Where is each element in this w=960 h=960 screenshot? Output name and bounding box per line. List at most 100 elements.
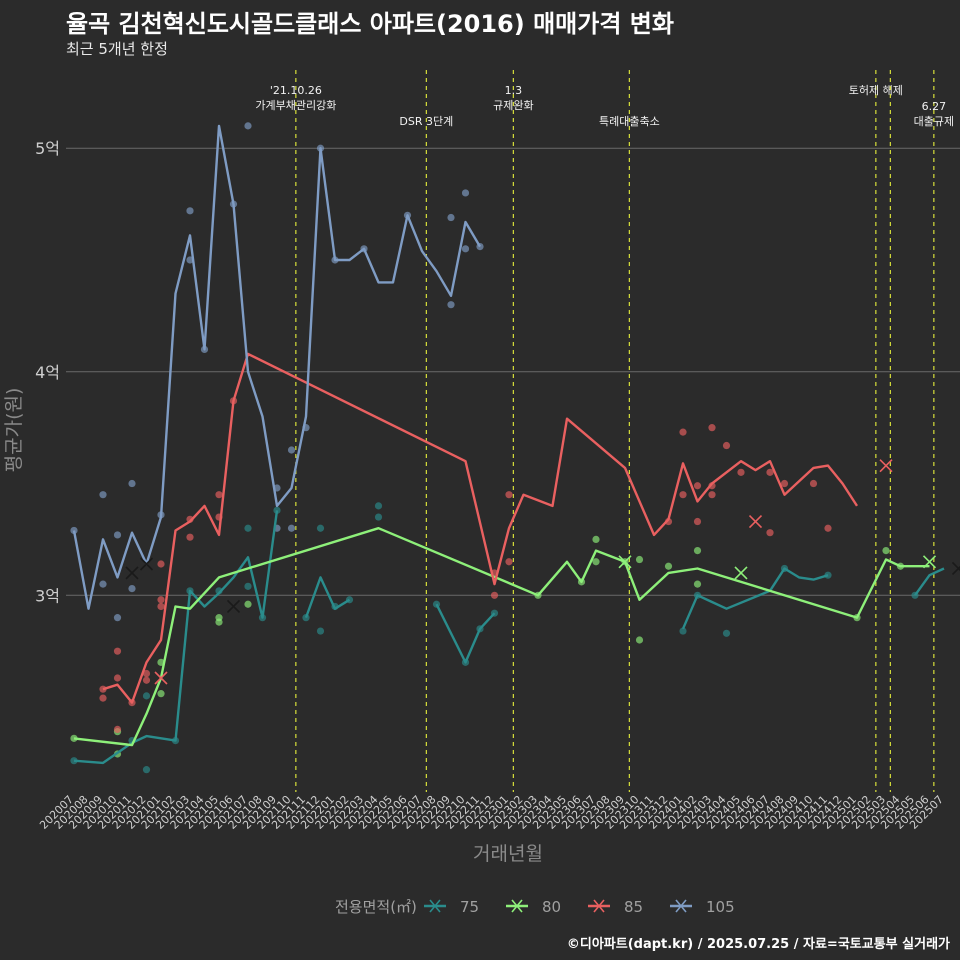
point-105 <box>461 245 470 253</box>
point-75 <box>142 692 151 700</box>
legend-title: 전용면적(㎡) <box>335 898 417 916</box>
point-85 <box>679 428 687 436</box>
median-marker-85 <box>154 671 168 685</box>
event-label: 대출규제 <box>914 115 954 128</box>
median-marker-85 <box>879 459 893 473</box>
point-85 <box>722 441 731 450</box>
point-80 <box>215 614 223 622</box>
point-75 <box>142 766 151 774</box>
event-label: 규제완화 <box>493 99 533 112</box>
point-80 <box>693 546 702 555</box>
legend-label-80: 80 <box>542 898 561 916</box>
event-label: 가계부채관리강화 <box>255 99 336 112</box>
point-105 <box>447 213 455 222</box>
point-85 <box>708 491 716 499</box>
point-80 <box>882 546 890 555</box>
series-line-105 <box>72 124 482 610</box>
legend-label-105: 105 <box>706 898 735 916</box>
point-75 <box>316 524 325 532</box>
point-85 <box>142 669 151 678</box>
series-line-75 <box>681 567 829 630</box>
point-85 <box>737 468 745 476</box>
point-85 <box>766 529 774 537</box>
median-markers <box>125 459 960 685</box>
point-105 <box>128 584 136 593</box>
series-line-75 <box>435 603 496 664</box>
point-80 <box>157 690 165 698</box>
point-75 <box>679 627 687 635</box>
point-80 <box>592 558 600 566</box>
point-85 <box>215 491 223 499</box>
series-lines <box>72 124 945 765</box>
point-85 <box>505 491 513 499</box>
point-105 <box>99 580 107 588</box>
y-tick-label: 5억 <box>35 139 60 158</box>
point-85 <box>824 524 832 532</box>
legend-swatch-x-105 <box>675 899 687 913</box>
point-80 <box>664 562 673 570</box>
point-85 <box>186 533 194 541</box>
point-85 <box>113 674 122 682</box>
series-line-80 <box>73 527 930 747</box>
y-axis-title: 평균가(원) <box>3 388 25 473</box>
legend-swatch-x-80 <box>511 899 523 913</box>
point-75 <box>374 502 383 510</box>
event-label: 특례대출축소 <box>599 115 660 128</box>
point-85 <box>679 491 687 499</box>
point-85 <box>490 591 499 599</box>
point-105 <box>113 614 122 622</box>
y-axis: 3억 4억 5억 <box>35 139 60 605</box>
legend-label-75: 75 <box>460 898 479 916</box>
point-80 <box>592 535 600 544</box>
point-85 <box>99 694 107 702</box>
median-marker-105 <box>139 557 154 571</box>
legend: 전용면적(㎡) 75 80 85 105 <box>335 898 735 916</box>
y-tick-label: 3억 <box>35 586 60 605</box>
legend-swatch-x-75 <box>429 899 441 913</box>
point-85 <box>505 558 513 566</box>
point-85 <box>157 596 165 604</box>
event-label: 토허제 해제 <box>849 83 903 97</box>
point-105 <box>99 491 107 499</box>
point-75 <box>244 524 252 532</box>
x-axis: 2020072020082020092020102020112020122021… <box>37 793 946 832</box>
point-85 <box>693 517 702 526</box>
legend-swatch-x-85 <box>593 899 605 913</box>
chart-title: 율곡 김천혁신도시골드클래스 아파트(2016) 매매가격 변화 <box>66 10 674 38</box>
point-105 <box>461 189 470 197</box>
series-line-75 <box>73 510 279 765</box>
point-105 <box>287 524 296 532</box>
event-label: 1.3 <box>505 84 523 97</box>
point-85 <box>780 479 789 488</box>
event-label: DSR 3단계 <box>399 115 453 128</box>
point-80 <box>635 636 644 644</box>
point-75 <box>273 506 281 514</box>
legend-label-85: 85 <box>624 898 643 916</box>
point-85 <box>113 725 122 734</box>
point-80 <box>244 600 252 608</box>
point-85 <box>708 424 716 432</box>
point-105 <box>186 207 194 215</box>
point-75 <box>316 627 325 635</box>
point-85 <box>113 647 122 655</box>
event-label: 6.27 <box>922 100 947 113</box>
event-label: '21.10.26 <box>270 84 322 97</box>
point-105 <box>287 446 296 454</box>
point-80 <box>693 580 702 588</box>
series-line-75 <box>304 576 351 619</box>
median-marker-75 <box>226 599 241 614</box>
series-line-85 <box>102 352 859 704</box>
chart-subtitle: 최근 5개년 한정 <box>66 40 168 58</box>
median-marker-80 <box>922 555 937 569</box>
point-85 <box>157 602 165 611</box>
point-75 <box>374 513 383 521</box>
data-credit: ©디아파트(dapt.kr) / 2025.07.25 / 자료=국토교통부 실… <box>566 937 950 952</box>
point-75 <box>722 629 731 637</box>
median-marker-85 <box>748 514 763 529</box>
point-80 <box>70 734 78 742</box>
point-75 <box>244 582 252 590</box>
point-105 <box>70 526 78 535</box>
